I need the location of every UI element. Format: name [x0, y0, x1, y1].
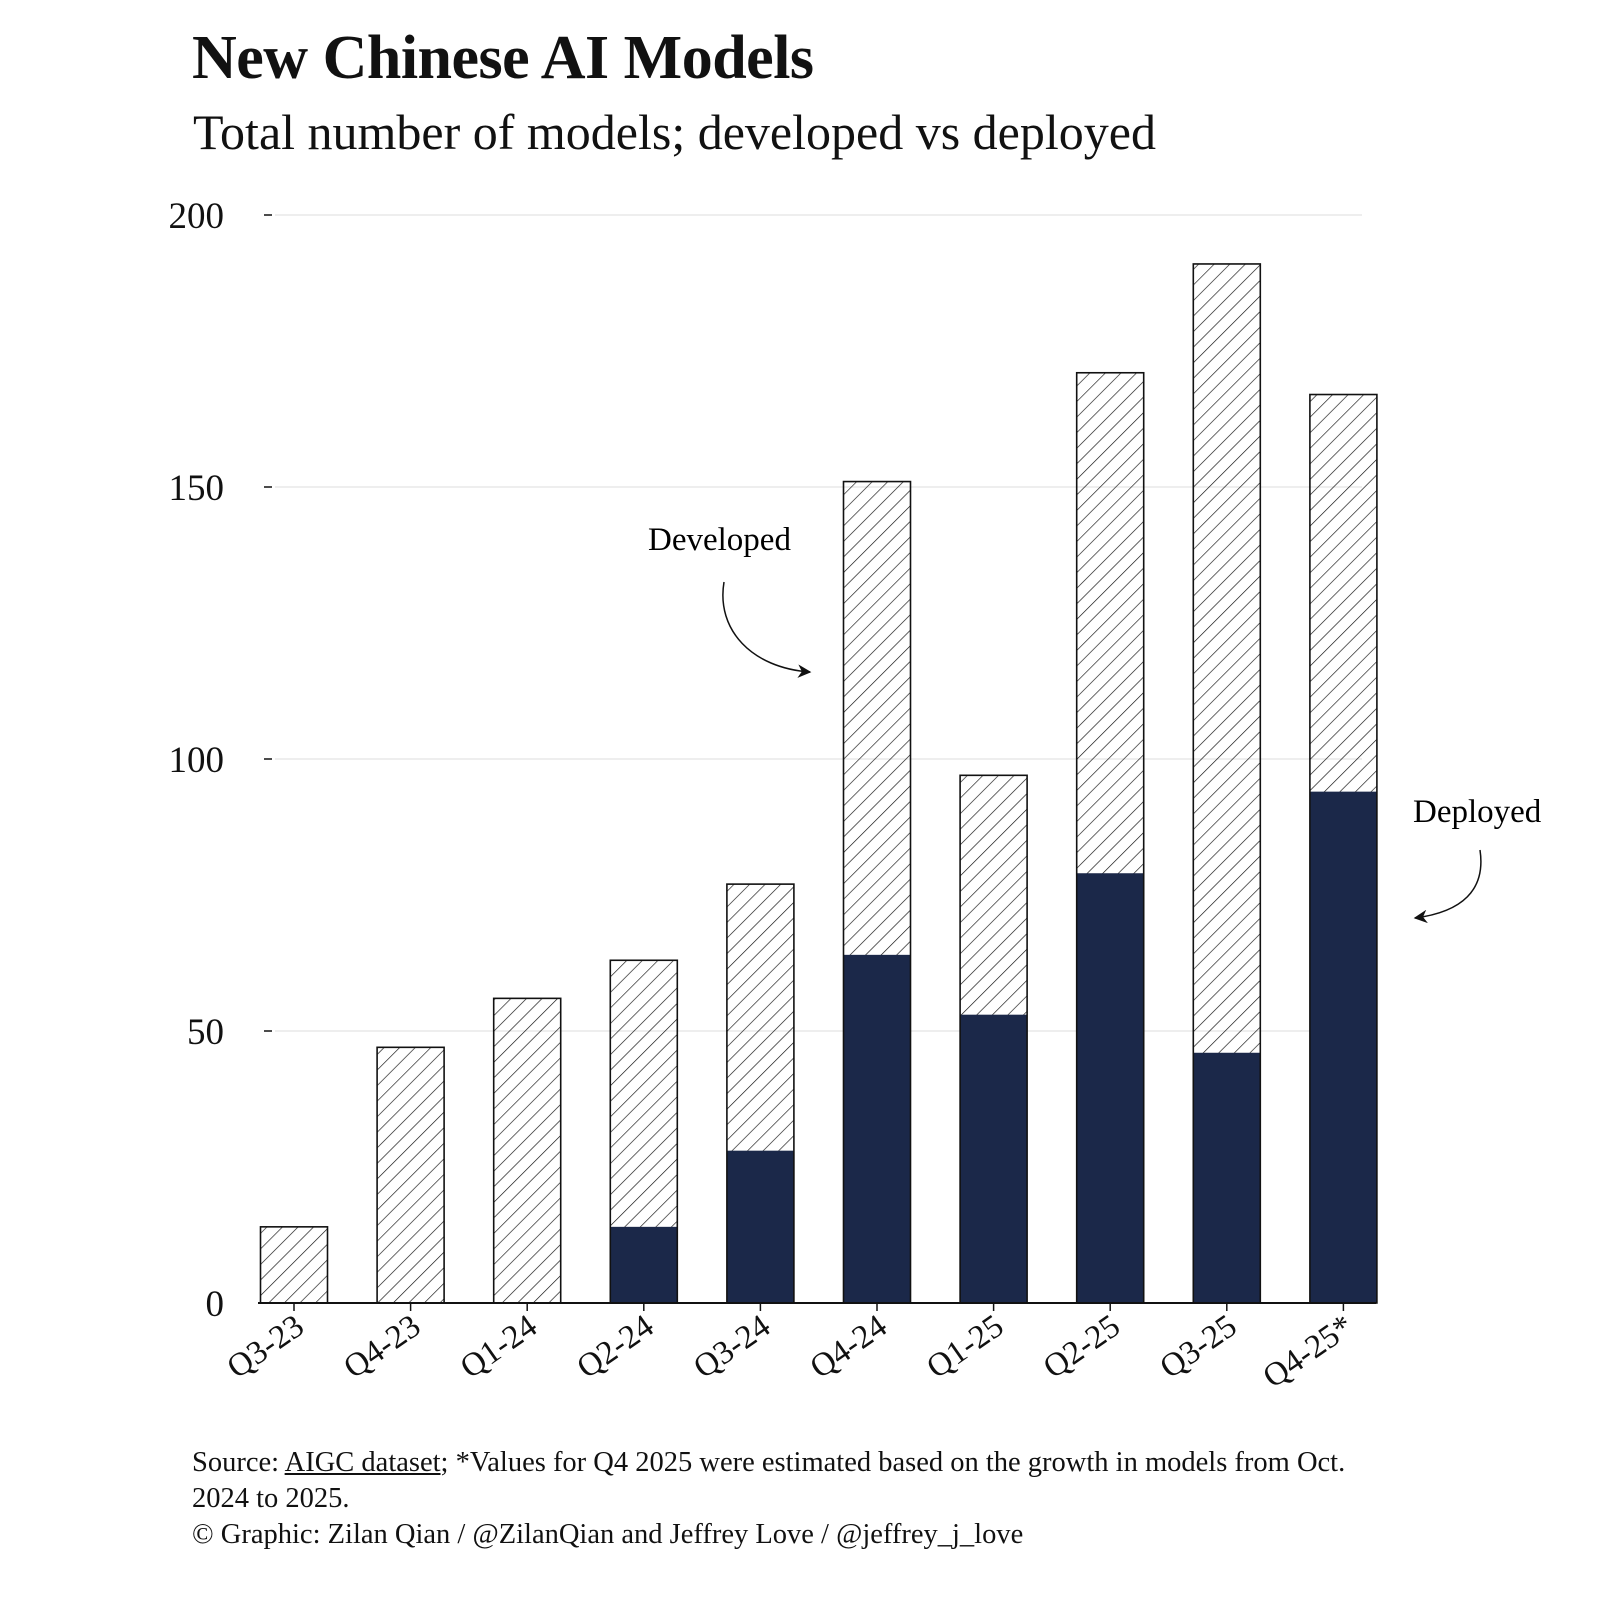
y-tick-label: 0 — [206, 1284, 225, 1325]
bar-chart: 0 50 100 150 200 Q3-23 Q4-23 Q1-24 Q2-24 Q3-24 Q4-… — [169, 196, 1542, 1395]
developed-bar — [260, 1226, 328, 1303]
y-tick-label: 150 — [169, 468, 225, 509]
developed-annotation-label: Developed — [648, 522, 791, 558]
chart-title: New Chinese AI Models — [192, 24, 814, 92]
x-tick-label: Q2-24 — [571, 1308, 661, 1386]
source-link[interactable]: AIGC dataset — [284, 1447, 441, 1478]
y-tick-label: 50 — [187, 1012, 224, 1053]
developed-bar — [493, 998, 561, 1303]
developed-bar — [377, 1047, 445, 1303]
x-tick-label: Q3-25 — [1154, 1308, 1244, 1386]
x-tick-label: Q4-23 — [337, 1308, 427, 1386]
x-tick-label: Q2-25 — [1037, 1308, 1127, 1386]
x-tick-label: Q1-24 — [454, 1308, 544, 1386]
deployed-annotation-arrow — [1413, 849, 1482, 924]
footer: Source: AIGC dataset; *Values for Q4 202… — [192, 1445, 1392, 1553]
deployed-bar — [843, 954, 911, 1303]
deployed-bar — [1193, 1052, 1261, 1303]
deployed-bar — [960, 1014, 1028, 1303]
x-tick-label: Q1-25 — [920, 1308, 1010, 1386]
deployed-bar — [1076, 873, 1144, 1303]
deployed-bar — [610, 1226, 678, 1303]
source-line: Source: AIGC dataset; *Values for Q4 202… — [192, 1445, 1392, 1517]
deployed-bar — [1309, 791, 1377, 1303]
deployed-bar — [726, 1150, 794, 1303]
chart-subtitle: Total number of models; developed vs dep… — [193, 104, 1156, 160]
x-tick-label: Q4-25* — [1257, 1308, 1360, 1395]
x-tick-label: Q4-24 — [804, 1308, 894, 1386]
credit-line: © Graphic: Zilan Qian / @ZilanQian and J… — [192, 1519, 1024, 1550]
source-prefix: Source: — [192, 1447, 285, 1478]
x-tick-label: Q3-24 — [687, 1308, 777, 1386]
deployed-annotation-label: Deployed — [1413, 794, 1542, 830]
source-note: ; *Values for Q4 2025 were estimated bas… — [192, 1447, 1346, 1514]
x-tick-label: Q3-23 — [221, 1308, 311, 1386]
y-tick-label: 100 — [169, 740, 225, 781]
gridlines — [275, 214, 1362, 1032]
y-tick-label: 200 — [169, 196, 225, 237]
annotations: Developed Deployed — [648, 522, 1542, 924]
developed-annotation-arrow — [722, 581, 812, 678]
bars — [259, 263, 1378, 1304]
